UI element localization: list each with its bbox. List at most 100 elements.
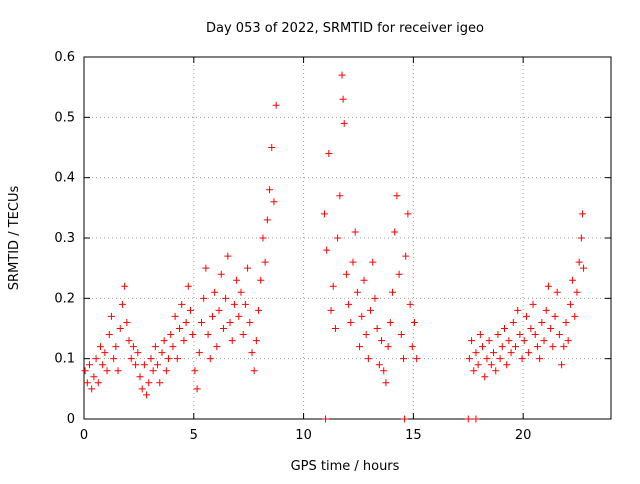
data-point (129, 343, 137, 351)
data-point (184, 282, 192, 290)
data-point (200, 294, 208, 302)
data-point (132, 361, 140, 369)
data-point (577, 234, 585, 242)
data-point (375, 361, 383, 369)
data-point (472, 349, 480, 357)
data-point (360, 276, 368, 284)
data-point (464, 415, 472, 423)
data-point (522, 312, 530, 320)
data-point (237, 288, 245, 296)
y-tick-label: 0.6 (54, 50, 75, 65)
data-point (410, 318, 418, 326)
data-point (191, 367, 199, 375)
data-point (147, 355, 155, 363)
x-tick-label: 10 (295, 428, 312, 443)
data-point (248, 349, 256, 357)
data-points (81, 71, 588, 423)
data-point (507, 349, 515, 357)
data-point (518, 355, 526, 363)
data-point (551, 312, 559, 320)
data-point (320, 210, 328, 218)
data-point (533, 343, 541, 351)
data-point (180, 337, 188, 345)
data-point (239, 331, 247, 339)
data-point (382, 379, 390, 387)
data-point (465, 355, 473, 363)
data-point (178, 300, 186, 308)
data-point (503, 361, 511, 369)
data-point (470, 367, 478, 375)
grid-lines (84, 57, 611, 419)
data-point (498, 343, 506, 351)
data-point (527, 325, 535, 332)
data-point (233, 276, 241, 284)
data-point (255, 306, 263, 314)
data-point (380, 367, 388, 375)
data-point (327, 306, 335, 314)
data-point (246, 318, 254, 326)
data-point (476, 331, 484, 339)
data-point (334, 234, 342, 242)
data-point (542, 306, 550, 314)
data-point (520, 337, 528, 345)
data-point (125, 337, 133, 345)
data-point (270, 198, 278, 206)
data-point (241, 300, 249, 308)
data-point (562, 318, 570, 326)
data-point (351, 228, 359, 236)
data-point (490, 349, 498, 357)
data-point (536, 355, 544, 363)
data-point (162, 367, 170, 375)
data-point (105, 331, 113, 339)
data-point (391, 228, 399, 236)
data-point (578, 210, 586, 218)
data-point (347, 318, 355, 326)
data-point (487, 361, 495, 369)
data-point (149, 367, 157, 375)
data-point (323, 246, 331, 254)
data-point (505, 337, 513, 345)
data-point (151, 343, 159, 351)
data-point (494, 331, 502, 339)
x-axis-label: GPS time / hours (291, 459, 400, 474)
y-tick-label: 0.5 (54, 110, 75, 125)
data-point (331, 325, 339, 332)
data-point (230, 300, 238, 308)
data-point (384, 343, 392, 351)
data-point (555, 331, 563, 339)
data-point (167, 331, 175, 339)
data-point (101, 349, 109, 357)
data-point (564, 337, 572, 345)
data-point (215, 306, 223, 314)
data-point (356, 343, 364, 351)
y-tick-label: 0 (67, 412, 75, 427)
x-tick-label: 15 (405, 428, 422, 443)
data-point (474, 361, 482, 369)
data-point (514, 306, 522, 314)
data-point (173, 355, 181, 363)
data-point (92, 355, 100, 363)
data-point (263, 216, 271, 224)
data-point (90, 373, 98, 381)
data-point (413, 355, 421, 363)
data-point (197, 318, 205, 326)
y-tick-label: 0.3 (54, 231, 75, 246)
data-point (189, 331, 197, 339)
data-point (553, 288, 561, 296)
data-point (566, 300, 574, 308)
data-point (182, 318, 190, 326)
axis-ticks: 0 0.1 0.2 0.3 0.4 0.5 0.6 0 5 10 15 20 (54, 50, 611, 443)
data-point (123, 318, 131, 326)
data-point (399, 355, 407, 363)
data-point (217, 270, 225, 278)
data-point (401, 415, 409, 423)
y-tick-label: 0.1 (54, 352, 75, 367)
data-point (252, 337, 260, 345)
data-point (226, 318, 234, 326)
data-point (492, 367, 500, 375)
data-point (81, 367, 89, 375)
data-point (107, 312, 115, 320)
data-point (176, 325, 184, 332)
data-point (531, 331, 539, 339)
data-point (266, 186, 274, 194)
